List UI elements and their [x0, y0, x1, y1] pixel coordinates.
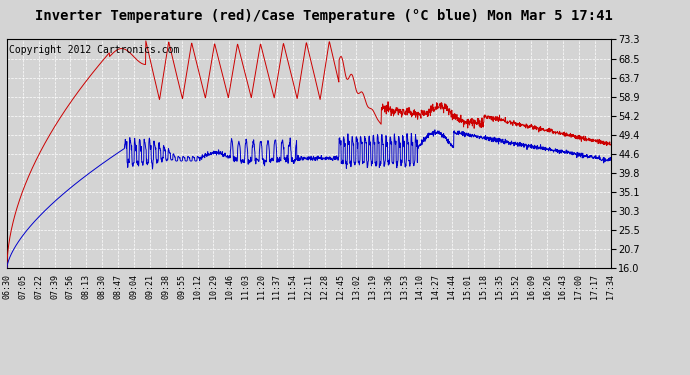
- Text: Inverter Temperature (red)/Case Temperature (°C blue) Mon Mar 5 17:41: Inverter Temperature (red)/Case Temperat…: [35, 9, 613, 23]
- Text: Copyright 2012 Cartronics.com: Copyright 2012 Cartronics.com: [9, 45, 179, 55]
